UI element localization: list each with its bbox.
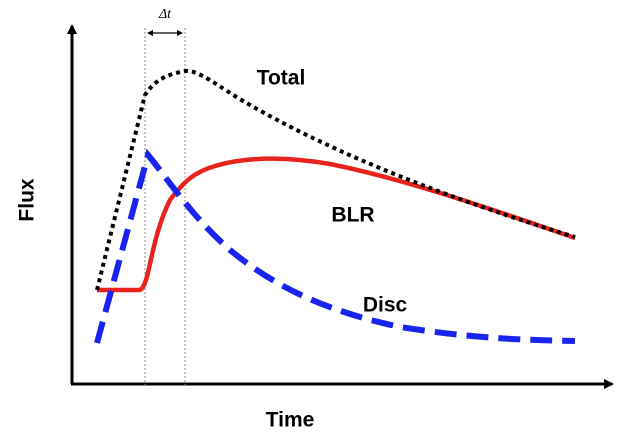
disc-label: Disc: [363, 294, 408, 317]
blr-label: BLR: [331, 204, 374, 227]
x-axis-label: Time: [266, 409, 315, 432]
delay-label: Δt: [158, 7, 172, 22]
y-axis-label: Flux: [16, 178, 39, 221]
total-label: Total: [257, 67, 306, 90]
disc-curve: [94, 148, 576, 344]
total-curve: [95, 68, 576, 291]
